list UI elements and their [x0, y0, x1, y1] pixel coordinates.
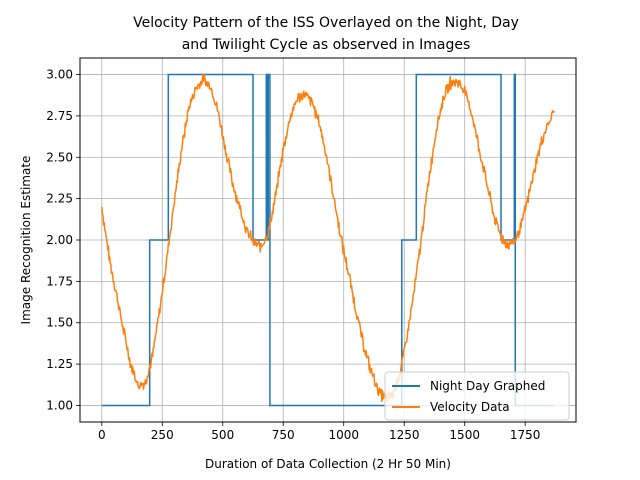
y-axis-label: Image Recognition Estimate: [19, 156, 33, 325]
y-tick-label: 3.00: [46, 68, 73, 82]
x-tick-label: 250: [151, 428, 174, 442]
chart-title-line-2: and Twilight Cycle as observed in Images: [182, 37, 471, 53]
y-tick-label: 2.00: [46, 233, 73, 247]
x-tick-label: 750: [272, 428, 295, 442]
y-tick-label: 1.75: [46, 274, 73, 288]
legend-label-velocity: Velocity Data: [430, 400, 510, 414]
legend-label-night-day: Night Day Graphed: [430, 379, 545, 393]
series-velocity-line: [101, 73, 555, 402]
plot-series: [101, 73, 555, 407]
x-tick-label: 1000: [328, 428, 359, 442]
legend-box: [384, 371, 570, 421]
x-axis-label: Duration of Data Collection (2 Hr 50 Min…: [205, 457, 451, 471]
axes-frame: [79, 57, 577, 423]
y-tick-label: 2.50: [46, 150, 73, 164]
x-tick-label: 1750: [510, 428, 541, 442]
y-tick-label: 1.00: [46, 398, 73, 412]
y-tick-label: 1.25: [46, 357, 73, 371]
x-tick-label: 1500: [449, 428, 480, 442]
series-night-day-line: [101, 73, 555, 407]
x-tick-label: 500: [211, 428, 234, 442]
x-tick-label: 0: [98, 428, 106, 442]
axis-ticks: 0 250 500 750 1000 1250 1500 1750 1.00 1.25 1.50 1.…: [46, 68, 540, 442]
legend: Night Day Graphed Velocity Data: [384, 371, 570, 421]
y-tick-label: 2.75: [46, 109, 73, 123]
chart-title-line-1: Velocity Pattern of the ISS Overlayed on…: [133, 15, 519, 31]
y-tick-label: 2.25: [46, 192, 73, 206]
y-tick-label: 1.50: [46, 316, 73, 330]
grid-lines: [80, 58, 576, 422]
x-tick-label: 1250: [389, 428, 420, 442]
